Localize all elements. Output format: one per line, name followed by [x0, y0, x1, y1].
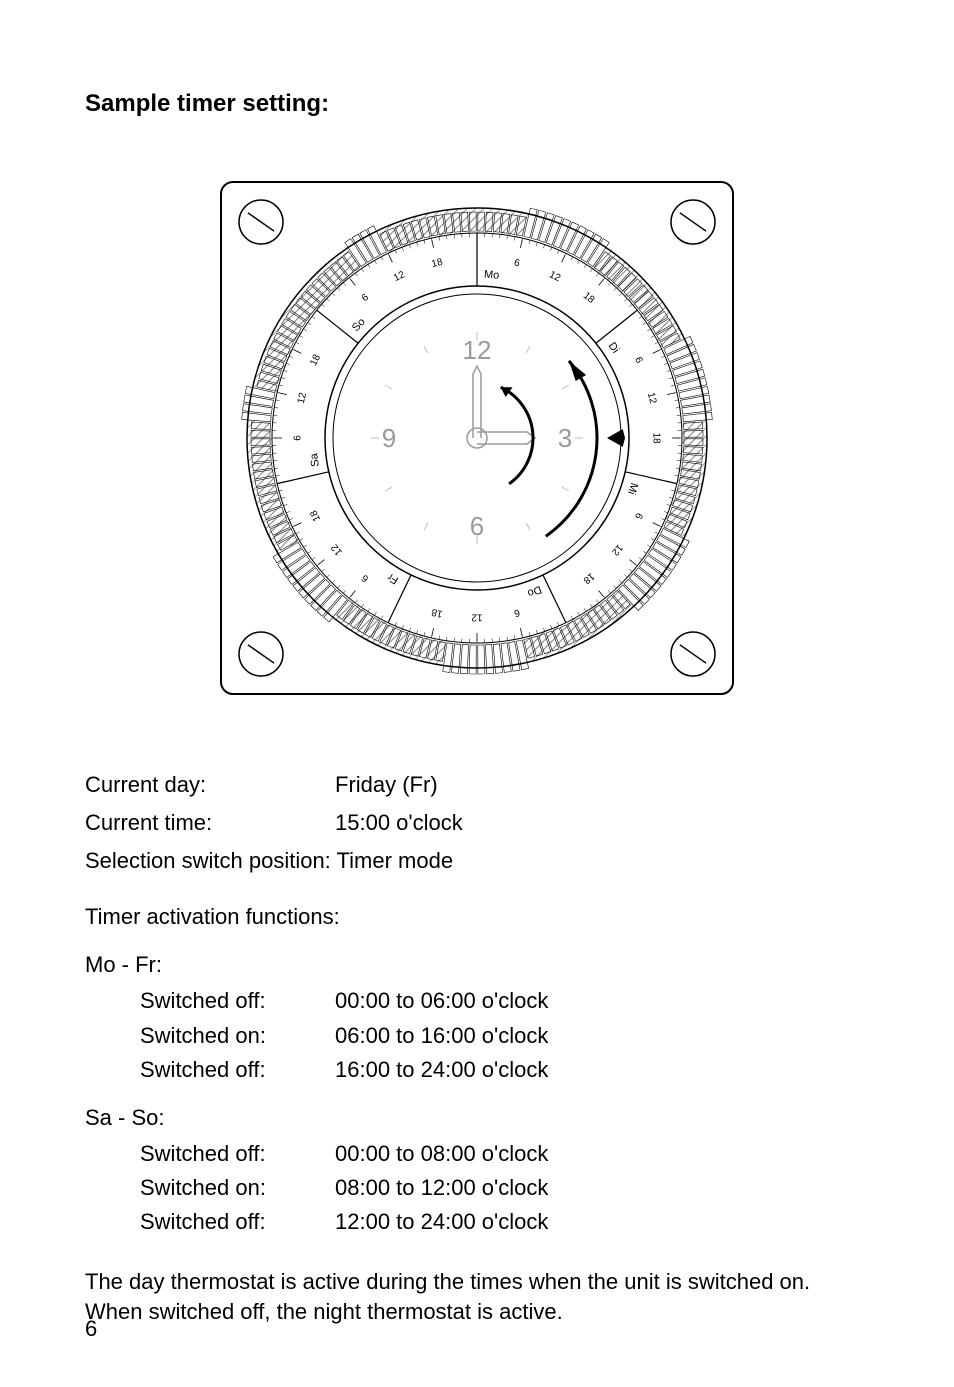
- svg-text:6: 6: [512, 607, 520, 619]
- schedule-row-label: Switched on:: [140, 1171, 335, 1205]
- schedule-row-value: 06:00 to 16:00 o'clock: [335, 1019, 548, 1053]
- svg-text:18: 18: [651, 432, 662, 444]
- svg-text:Sa: Sa: [308, 452, 322, 468]
- schedule-group-label: Mo - Fr:: [85, 948, 869, 982]
- info-block: Current day: Friday (Fr) Current time: 1…: [85, 768, 869, 1239]
- page-number: 6: [85, 1316, 97, 1342]
- schedule-group-label: Sa - So:: [85, 1101, 869, 1135]
- svg-text:12: 12: [329, 541, 345, 557]
- schedule-row-value: 08:00 to 12:00 o'clock: [335, 1171, 548, 1205]
- svg-text:12: 12: [609, 542, 625, 558]
- svg-text:12: 12: [392, 269, 407, 284]
- svg-text:6: 6: [359, 572, 371, 584]
- svg-text:18: 18: [308, 353, 323, 368]
- svg-text:Fr: Fr: [385, 570, 400, 586]
- schedule-row-value: 00:00 to 06:00 o'clock: [335, 984, 548, 1018]
- svg-text:6: 6: [632, 511, 645, 521]
- svg-text:12: 12: [296, 391, 309, 405]
- svg-text:Mi: Mi: [625, 481, 640, 496]
- schedule-row-value: 16:00 to 24:00 o'clock: [335, 1053, 548, 1087]
- svg-text:6: 6: [360, 292, 372, 304]
- switch-position-text: Selection switch position: Timer mode: [85, 844, 453, 878]
- section-heading: Sample timer setting:: [85, 90, 869, 118]
- schedule-row-value: 12:00 to 24:00 o'clock: [335, 1205, 548, 1239]
- schedule-row-label: Switched off:: [140, 984, 335, 1018]
- schedule-row: Switched off:00:00 to 06:00 o'clock: [85, 984, 869, 1018]
- schedule-row: Switched off:12:00 to 24:00 o'clock: [85, 1205, 869, 1239]
- schedule-row: Switched on:06:00 to 16:00 o'clock: [85, 1019, 869, 1053]
- schedule-groups: Mo - Fr:Switched off:00:00 to 06:00 o'cl…: [85, 948, 869, 1239]
- svg-text:6: 6: [632, 355, 645, 365]
- page: Sample timer setting: Mo 6 12 18 Di 6 12 18 Mi 6 1…: [0, 0, 954, 1387]
- schedule-row: Switched off:16:00 to 24:00 o'clock: [85, 1053, 869, 1087]
- svg-text:6: 6: [293, 435, 304, 441]
- current-day-label: Current day:: [85, 768, 335, 802]
- svg-text:18: 18: [431, 257, 445, 270]
- closing-paragraph: The day thermostat is active during the …: [85, 1267, 869, 1326]
- timer-dial-figure: Mo 6 12 18 Di 6 12 18 Mi 6 12 18 Do 6 12 18 Fr 6 12 18 Sa 6 12…: [85, 178, 869, 698]
- schedule-row: Switched on:08:00 to 12:00 o'clock: [85, 1171, 869, 1205]
- schedule-row-label: Switched off:: [140, 1137, 335, 1171]
- switch-position-row: Selection switch position: Timer mode: [85, 844, 869, 878]
- svg-text:6: 6: [513, 258, 521, 270]
- svg-text:3: 3: [558, 423, 572, 453]
- svg-text:Do: Do: [526, 583, 543, 599]
- svg-text:Mo: Mo: [484, 268, 500, 281]
- svg-text:18: 18: [308, 508, 323, 523]
- current-time-value: 15:00 o'clock: [335, 806, 463, 840]
- svg-text:18: 18: [581, 290, 597, 306]
- current-time-row: Current time: 15:00 o'clock: [85, 806, 869, 840]
- schedule-row-label: Switched off:: [140, 1205, 335, 1239]
- svg-text:So: So: [350, 316, 368, 334]
- svg-text:12: 12: [471, 612, 483, 623]
- svg-text:Di: Di: [606, 340, 622, 355]
- current-day-row: Current day: Friday (Fr): [85, 768, 869, 802]
- schedule-row-value: 00:00 to 08:00 o'clock: [335, 1137, 548, 1171]
- svg-text:9: 9: [382, 423, 396, 453]
- current-time-label: Current time:: [85, 806, 335, 840]
- current-day-value: Friday (Fr): [335, 768, 438, 802]
- schedule-row-label: Switched on:: [140, 1019, 335, 1053]
- svg-text:12: 12: [645, 392, 658, 406]
- svg-text:18: 18: [430, 606, 444, 619]
- timer-dial-svg: Mo 6 12 18 Di 6 12 18 Mi 6 12 18 Do 6 12 18 Fr 6 12 18 Sa 6 12…: [217, 178, 737, 698]
- activation-functions-label: Timer activation functions:: [85, 900, 869, 934]
- svg-text:12: 12: [547, 269, 562, 284]
- schedule-row: Switched off:00:00 to 08:00 o'clock: [85, 1137, 869, 1171]
- schedule-row-label: Switched off:: [140, 1053, 335, 1087]
- svg-text:18: 18: [580, 570, 596, 586]
